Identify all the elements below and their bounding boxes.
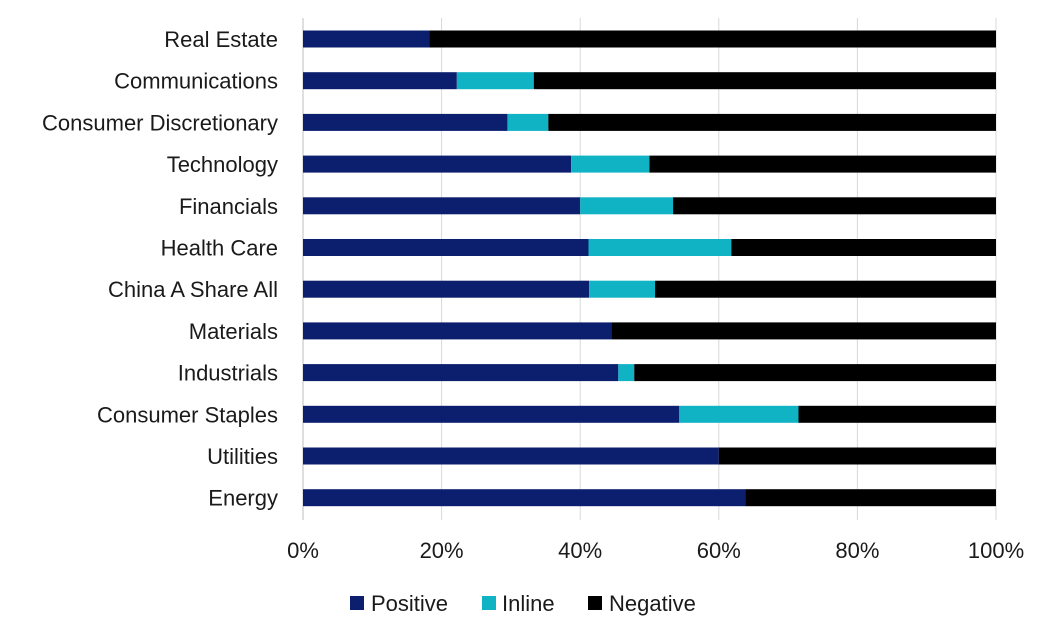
category-label: Industrials <box>178 361 278 386</box>
x-tick-label: 0% <box>287 538 319 563</box>
bar-inline <box>589 280 656 298</box>
bar-negative <box>649 155 996 173</box>
bar-positive <box>303 30 430 48</box>
category-label: Real Estate <box>164 27 278 52</box>
bar-positive <box>303 280 590 298</box>
category-label: Utilities <box>207 444 278 469</box>
bar-inline <box>456 72 534 90</box>
bar-negative <box>548 113 996 131</box>
bar-inline <box>571 155 650 173</box>
bar-negative <box>673 197 996 215</box>
x-tick-label: 80% <box>835 538 879 563</box>
bar-positive <box>303 155 572 173</box>
category-label: Technology <box>167 152 278 177</box>
x-tick-labels: 0% 20% 40% 60% 80% 100% <box>287 538 1024 563</box>
bar-positive <box>303 239 589 256</box>
category-label: Health Care <box>161 236 278 261</box>
bar-negative <box>798 405 996 423</box>
bar-positive <box>303 113 508 131</box>
legend-item-inline: Inline <box>482 591 555 616</box>
category-label: Consumer Discretionary <box>42 110 278 135</box>
bar-negative <box>429 30 997 48</box>
bar-positive <box>303 447 719 465</box>
legend-swatch <box>350 596 364 610</box>
bar-negative <box>611 322 996 340</box>
x-tick-label: 100% <box>968 538 1024 563</box>
legend-item-negative: Negative <box>588 591 696 616</box>
bar-positive <box>303 197 581 215</box>
category-label: Communications <box>114 69 278 94</box>
legend-label: Negative <box>609 591 696 616</box>
category-label: Consumer Staples <box>97 402 278 427</box>
bar-negative <box>718 447 996 465</box>
bar-positive <box>303 364 619 382</box>
bar-inline <box>580 197 674 215</box>
bar-negative <box>634 364 996 382</box>
bar-negative <box>533 72 996 90</box>
bar-inline <box>588 239 732 256</box>
bar-positive <box>303 322 612 340</box>
bar-negative <box>745 489 996 507</box>
bar-positive <box>303 72 457 90</box>
category-label: Energy <box>208 486 278 511</box>
x-tick-label: 60% <box>697 538 741 563</box>
legend-label: Inline <box>502 591 555 616</box>
x-tick-label: 20% <box>420 538 464 563</box>
bars <box>303 30 997 507</box>
category-label: Materials <box>189 319 278 344</box>
bar-inline <box>679 405 799 423</box>
legend: Positive Inline Negative <box>350 591 696 616</box>
bar-inline <box>618 364 635 382</box>
legend-label: Positive <box>371 591 448 616</box>
bar-negative <box>655 280 996 298</box>
bar-inline <box>507 113 549 131</box>
legend-item-positive: Positive <box>350 591 448 616</box>
category-label: China A Share All <box>108 277 278 302</box>
category-labels: Real Estate Communications Consumer Discre… <box>42 27 278 511</box>
x-tick-label: 40% <box>558 538 602 563</box>
bar-negative <box>731 239 996 256</box>
bar-positive <box>303 405 680 423</box>
legend-swatch <box>482 596 496 610</box>
category-label: Financials <box>179 194 278 219</box>
bar-positive <box>303 489 746 507</box>
legend-swatch <box>588 596 602 610</box>
gridlines <box>302 18 997 520</box>
